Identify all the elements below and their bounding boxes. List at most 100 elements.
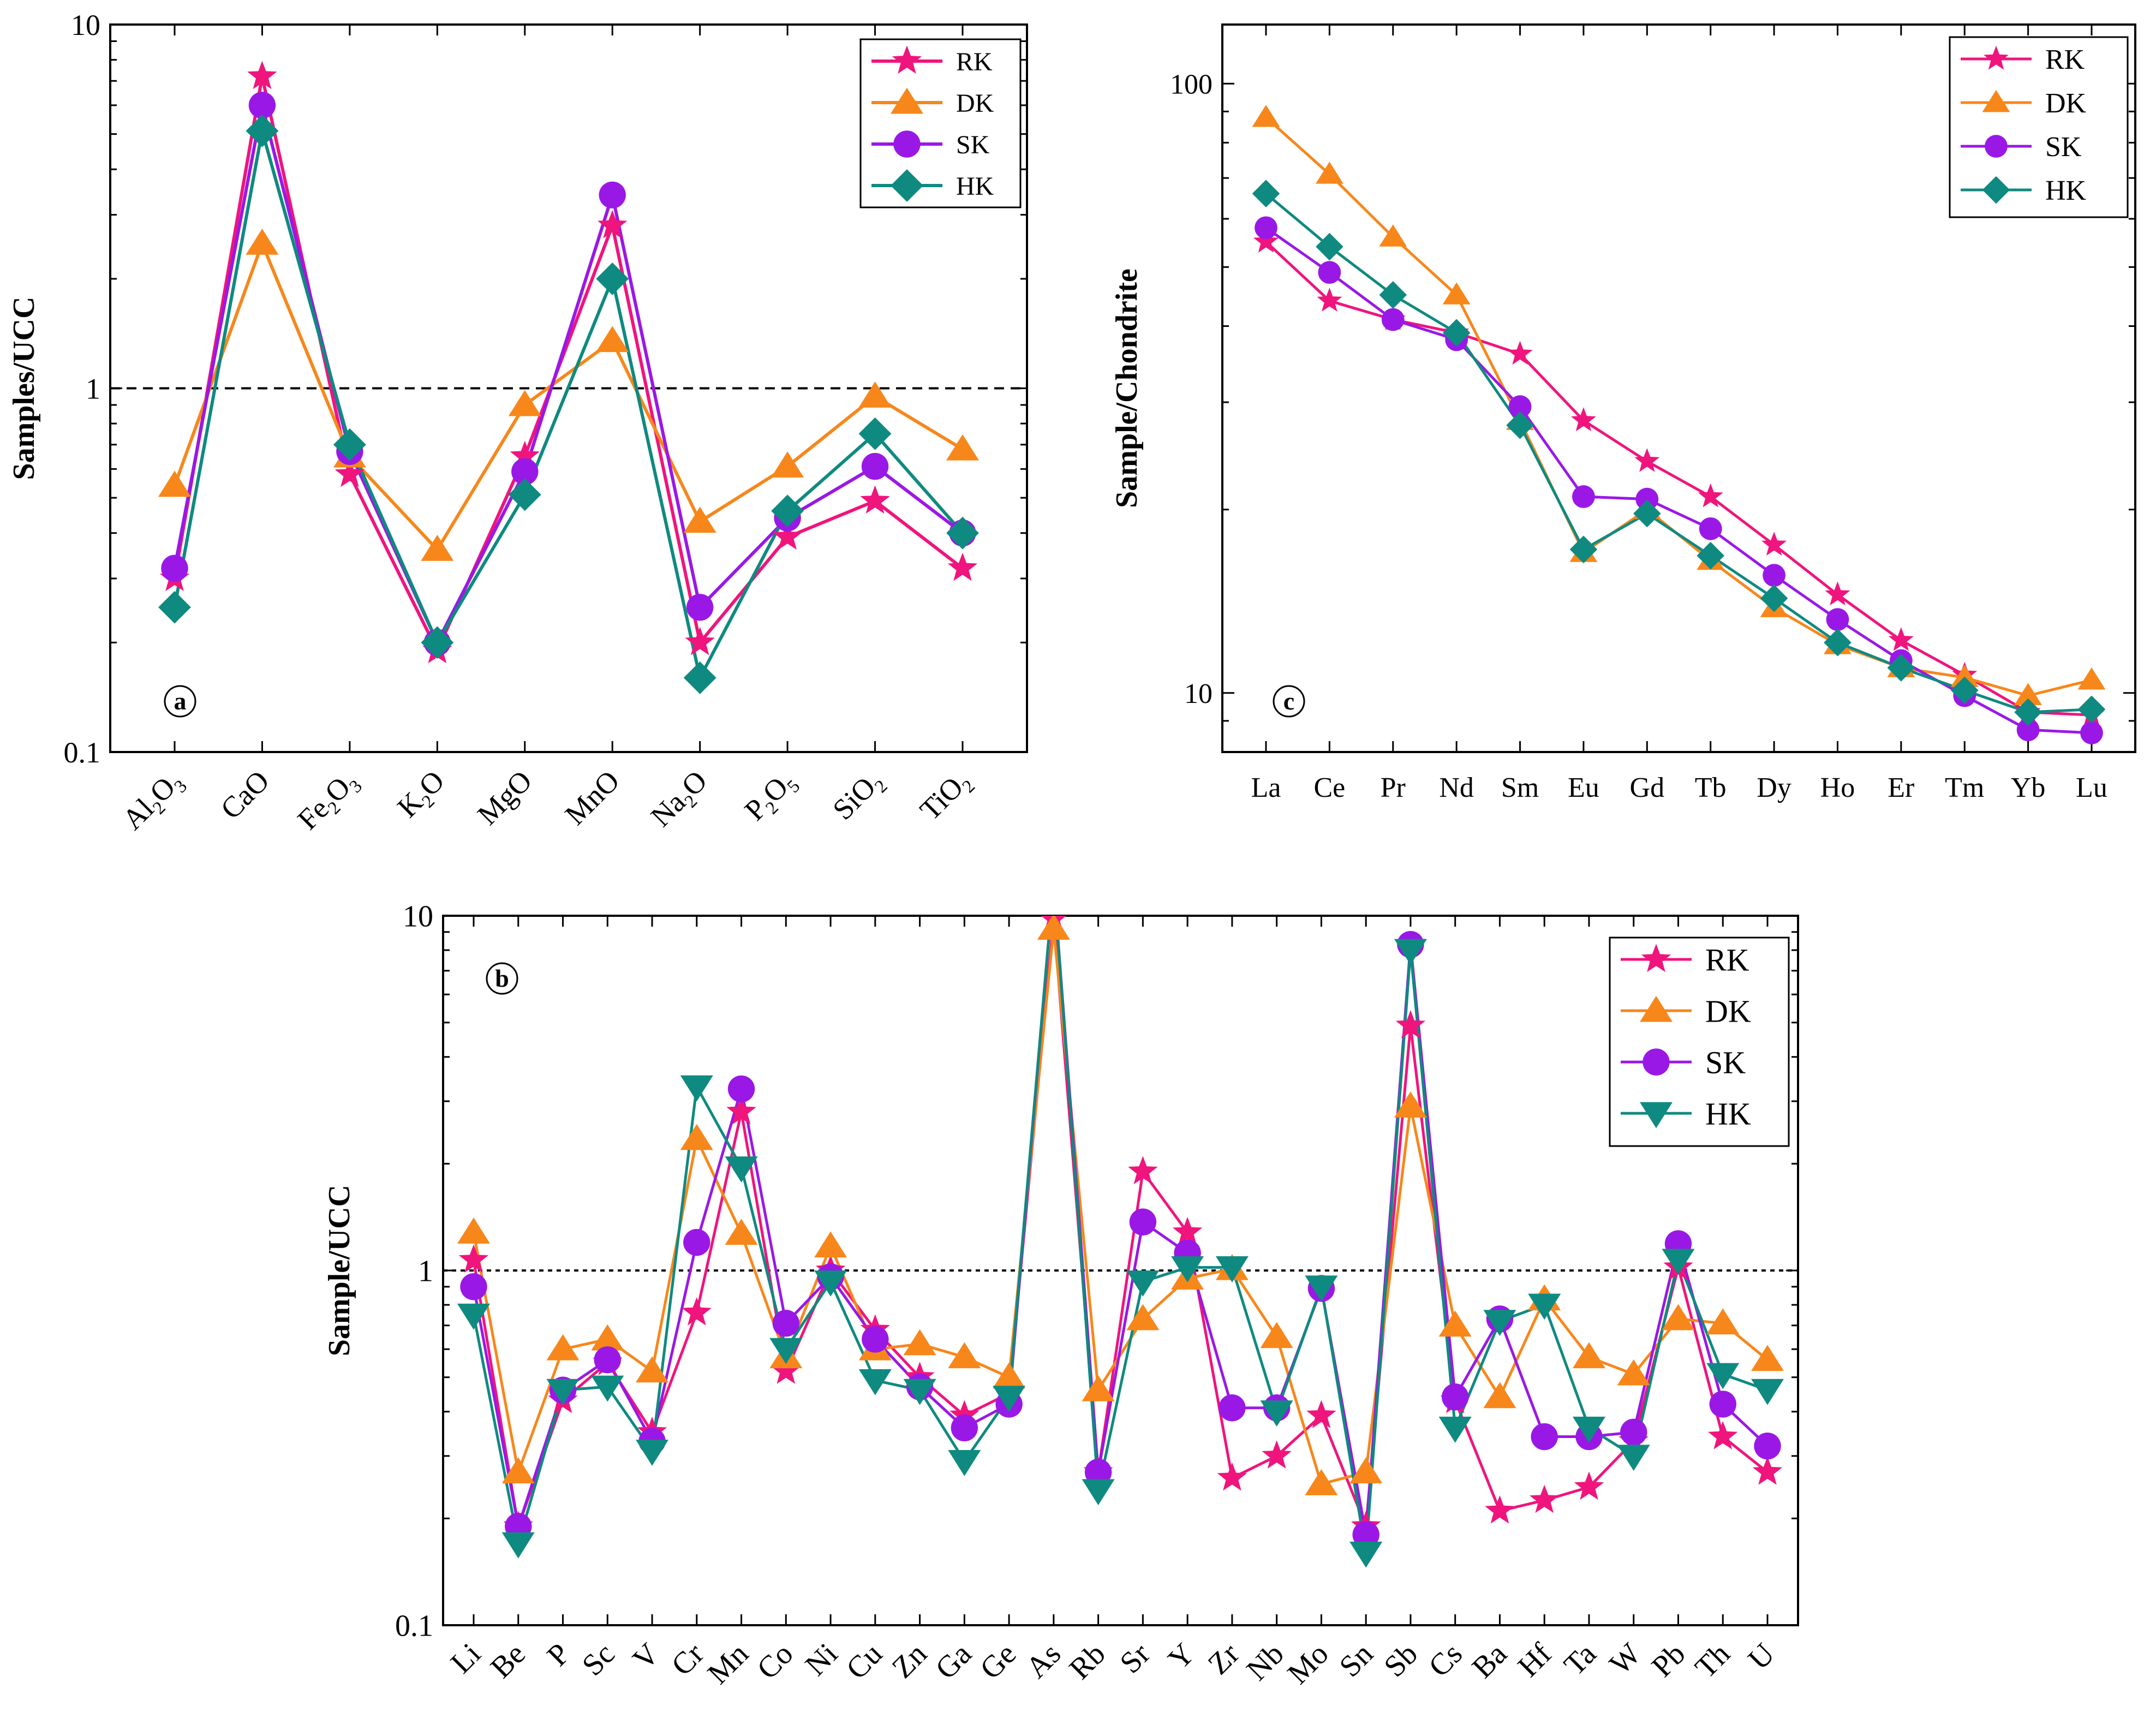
data-point-RK-9: [947, 552, 978, 581]
data-point-SK-6: [1635, 487, 1659, 511]
x-tick-label: Mo: [1281, 1637, 1335, 1691]
data-point-HK-26: [1617, 1445, 1650, 1471]
data-point-HK-14: [1082, 1479, 1115, 1506]
data-point-RK-5: [682, 1297, 712, 1326]
x-tick-label: CaO: [214, 764, 276, 825]
data-point-DK-19: [1305, 1469, 1338, 1495]
data-point-DK-0: [457, 1218, 491, 1244]
x-tick-label: Co: [750, 1637, 799, 1686]
data-point-DK-3: [1442, 282, 1471, 305]
data-point-RK-29: [1752, 1457, 1783, 1485]
y-tick-label: 10: [403, 900, 433, 934]
x-tick-label: Na2O: [644, 764, 716, 836]
data-point-DK-4: [636, 1356, 669, 1383]
data-point-SK-12: [2016, 718, 2040, 742]
data-point-HK-25: [1572, 1416, 1605, 1443]
x-tick-label: Li: [444, 1637, 487, 1680]
data-point-HK-19: [1305, 1275, 1338, 1302]
data-point-HK-22: [1438, 1416, 1472, 1443]
data-point-RK-16: [1172, 1216, 1203, 1245]
legend-marker-HK: [1982, 176, 2010, 204]
data-point-SK-0: [161, 554, 188, 582]
data-point-HK-28: [1706, 1363, 1740, 1389]
data-point-HK-1: [246, 115, 279, 147]
x-tick-label: Cu: [840, 1637, 889, 1686]
series-line-RK: [173, 75, 964, 653]
data-point-DK-2: [546, 1334, 580, 1361]
x-tick-label: Sn: [1333, 1637, 1380, 1684]
data-point-DK-13: [2077, 667, 2106, 690]
x-tick-label: Tb: [1695, 772, 1727, 803]
data-point-RK-17: [1217, 1462, 1247, 1491]
data-point-RK-1: [247, 61, 277, 90]
data-point-HK-24: [1528, 1293, 1561, 1320]
x-tick-label: MnO: [559, 764, 626, 831]
x-tick-label: Sm: [1501, 772, 1539, 803]
data-point-DK-15: [1126, 1304, 1160, 1331]
x-tick-label: Ce: [1314, 772, 1346, 803]
data-point-SK-13: [2080, 721, 2103, 744]
data-point-HK-2: [333, 428, 366, 461]
data-point-DK-0: [1252, 105, 1280, 127]
data-point-RK-6: [1634, 448, 1660, 472]
data-point-HK-11: [948, 1449, 981, 1476]
legend-label-RK: RK: [956, 47, 993, 76]
data-point-SK-1: [248, 92, 276, 119]
data-point-HK-4: [636, 1440, 669, 1466]
data-point-HK-8: [858, 417, 892, 450]
data-point-HK-9: [946, 516, 979, 550]
y-axis-label: Samples/UCC: [7, 296, 41, 480]
chart-panel-a: 0.1 1 10 Al2O3 CaO Fe2O3 K2O MgO MnO Na2O P2O5 SiO2…: [7, 9, 1028, 839]
data-point-RK-28: [1708, 1421, 1738, 1449]
data-point-DK-20: [1349, 1457, 1383, 1484]
plot-frame: [1221, 23, 2136, 753]
data-point-HK-12: [993, 1386, 1026, 1412]
x-tick-label: W: [1603, 1637, 1647, 1681]
x-tick-label: SiO2: [826, 764, 891, 829]
data-point-SK-7: [772, 1309, 800, 1337]
x-tick-label: As: [1019, 1637, 1067, 1685]
legend-label-DK: DK: [956, 89, 994, 118]
x-tick-label: Nb: [1240, 1637, 1291, 1687]
data-point-SK-0: [460, 1273, 487, 1300]
y-axis-label: Sample/UCC: [323, 1185, 356, 1356]
x-tick-label: MgO: [471, 764, 538, 831]
data-point-HK-13: [1037, 870, 1070, 897]
x-tick-label: Sc: [576, 1637, 621, 1682]
data-point-SK-5: [1572, 485, 1595, 508]
legend: RK DK SK HK: [859, 38, 1022, 208]
chart-panel-c: 10 100 La Ce Pr Nd Sm Eu Gd Tb Dy Ho Er Tm Yb Lu Sample/…: [1110, 23, 2136, 803]
data-point-HK-0: [457, 1303, 491, 1330]
data-point-HK-20: [1349, 1541, 1383, 1568]
data-point-SK-14: [1084, 1458, 1112, 1486]
y-axis-label: Sample/Chondrite: [1110, 269, 1144, 508]
data-point-SK-4: [1508, 395, 1532, 419]
legend-label-HK: HK: [2045, 175, 2087, 206]
data-point-RK-7: [771, 1356, 801, 1384]
data-point-HK-7: [769, 1338, 803, 1364]
data-point-HK-3: [421, 626, 454, 659]
x-tick-label: Rb: [1063, 1637, 1112, 1686]
data-point-HK-10: [903, 1379, 936, 1405]
legend-box: [1949, 36, 2129, 218]
x-tick-label: V: [626, 1637, 666, 1676]
data-point-SK-26: [1620, 1418, 1647, 1446]
data-point-DK-13: [1037, 916, 1070, 940]
x-tick-label: Al2O3: [116, 764, 192, 839]
x-tick-label: Ge: [974, 1637, 1023, 1686]
data-point-RK-18: [1262, 1440, 1292, 1469]
x-tick-label: Fe2O3: [291, 764, 367, 839]
y-tick-label: 10: [1184, 678, 1213, 709]
x-tick-label: Ni: [799, 1637, 844, 1682]
x-tick-label: Hf: [1512, 1637, 1558, 1684]
legend-marker-DK: [1982, 90, 2010, 112]
data-point-SK-1: [1318, 261, 1341, 284]
data-point-HK-2: [546, 1379, 580, 1405]
series-line-HK: [1265, 192, 2092, 714]
x-tick-label: Mn: [701, 1637, 755, 1691]
data-point-DK-11: [948, 1342, 981, 1369]
panel-label-circle: [486, 962, 518, 995]
data-point-RK-5: [1570, 407, 1596, 432]
data-point-HK-29: [1751, 1379, 1784, 1405]
data-point-RK-6: [726, 1096, 756, 1125]
